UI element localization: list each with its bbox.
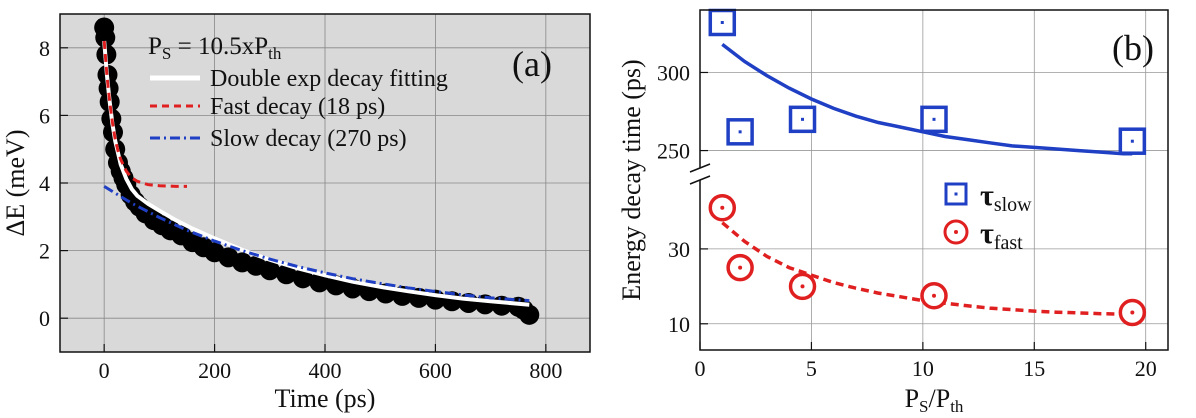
panel-a-y-tick-label: 2	[39, 239, 50, 264]
tau-slow-point	[788, 105, 817, 134]
legend-tau-slow-symbol: τ	[980, 179, 994, 212]
legend-tau-slow-marker	[944, 182, 968, 206]
legend-tau-fast-marker	[943, 219, 969, 245]
axis-break-line-upper	[689, 163, 711, 173]
legend-tau-slow-sub: slow	[994, 194, 1032, 216]
tau-slow-point	[1118, 127, 1147, 155]
panel-a-x-tick-label: 0	[99, 358, 110, 383]
panel-a-legend: Double exp decay fitting Fast decay (18 …	[150, 66, 448, 152]
panel-b-y-axis-title: Energy decay time (ps)	[617, 59, 646, 300]
fit-line--slow-fit	[721, 43, 1133, 156]
legend-fast-decay-label: Fast decay (18 ps)	[210, 94, 385, 120]
panel-b-legend: τslow τfast	[943, 179, 1032, 254]
data-point	[519, 304, 540, 325]
pump-annotation-prefix: P	[148, 33, 162, 60]
tau-slow-point	[708, 8, 737, 37]
panel-b-x-axis-title: PS/Pth	[905, 384, 964, 416]
panel-b-ticks: 0 5 10 15 20 250 300 10 30	[657, 60, 1157, 381]
panel-a-y-tick-label: 6	[39, 103, 50, 128]
panel-a: 0 200 400 600 800 0 2 4 6 8 (a) PS = 10.5xPth Dou…	[1, 13, 591, 413]
panel-a-y-tick-label: 8	[39, 36, 50, 61]
tau-slow-point	[920, 105, 948, 134]
panel-a-x-tick-label: 200	[198, 358, 231, 383]
legend-tau-fast-symbol: τ	[980, 217, 994, 250]
panel-b-lower-y-tick-label: 30	[668, 237, 690, 262]
legend-tau-fast-sub: fast	[994, 232, 1023, 254]
fit-line--fast-fit	[721, 221, 1133, 317]
panel-a-label: (a)	[512, 44, 552, 84]
panel-b-x-axis-title-base: P	[905, 384, 919, 413]
pump-annotation: PS = 10.5xPth	[148, 33, 282, 63]
panel-b-upper-y-tick-label: 300	[657, 60, 690, 85]
data-point	[259, 260, 280, 281]
panel-b-x-axis-title-mid: /P	[929, 384, 951, 413]
panel-b-upper-y-tick-label: 250	[657, 139, 690, 164]
tau-fast-point	[788, 272, 817, 301]
panel-a-x-tick-label: 400	[309, 358, 342, 383]
series-line-slow-decay-270-ps-	[103, 185, 530, 303]
panel-a-x-tick-label: 600	[419, 358, 452, 383]
panel-b-label: (b)	[1112, 28, 1154, 68]
panel-a-y-axis-title: ΔE (meV)	[1, 130, 30, 237]
legend-tau-slow-label: τslow	[980, 179, 1032, 216]
data-point	[95, 27, 116, 48]
panel-a-ticks: 0 200 400 600 800 0 2 4 6 8	[39, 36, 562, 383]
data-point	[292, 268, 313, 289]
pump-annotation-middle: = 10.5xP	[171, 33, 268, 60]
panel-b-series	[708, 8, 1147, 327]
pump-annotation-prefix-sub: S	[162, 44, 171, 63]
data-point	[309, 272, 330, 293]
tau-fast-point	[708, 193, 737, 222]
panel-a-y-tick-label: 4	[39, 171, 50, 196]
panel-b-x-axis-title-sub2: th	[950, 397, 964, 416]
panel-a-frame	[59, 13, 591, 353]
panel-a-y-tick-label: 0	[39, 306, 50, 331]
panel-b-x-tick-label: 5	[806, 356, 817, 381]
panel-b-x-tick-label: 0	[695, 356, 706, 381]
axis-break-line-lower	[689, 175, 711, 185]
panel-b-x-tick-label: 20	[1135, 356, 1157, 381]
legend-double-exp-label: Double exp decay fitting	[210, 66, 448, 92]
panel-a-grid	[60, 14, 590, 352]
tau-fast-point	[1118, 298, 1147, 327]
legend-slow-decay-label: Slow decay (270 ps)	[210, 126, 407, 152]
axis-break-gap	[690, 168, 710, 180]
axis-break-marks	[689, 163, 711, 185]
panel-b-x-tick-label: 10	[912, 356, 934, 381]
tau-fast-point	[726, 253, 754, 282]
panel-b: 0 5 10 15 20 250 300 10 30 (b) τslow τfast	[617, 8, 1169, 416]
legend-tau-fast-label: τfast	[980, 217, 1023, 254]
panel-a-x-tick-label: 800	[529, 358, 562, 383]
panel-b-x-tick-label: 15	[1023, 356, 1045, 381]
panel-b-x-axis-title-sub1: S	[919, 397, 928, 416]
pump-annotation-suffix-sub: th	[268, 44, 282, 63]
panel-b-lower-y-tick-label: 10	[668, 312, 690, 337]
data-point	[276, 264, 297, 285]
panel-a-x-axis-title: Time (ps)	[275, 384, 376, 413]
tau-slow-point	[726, 118, 754, 146]
panel-a-series	[94, 17, 540, 325]
tau-fast-point	[920, 281, 948, 310]
